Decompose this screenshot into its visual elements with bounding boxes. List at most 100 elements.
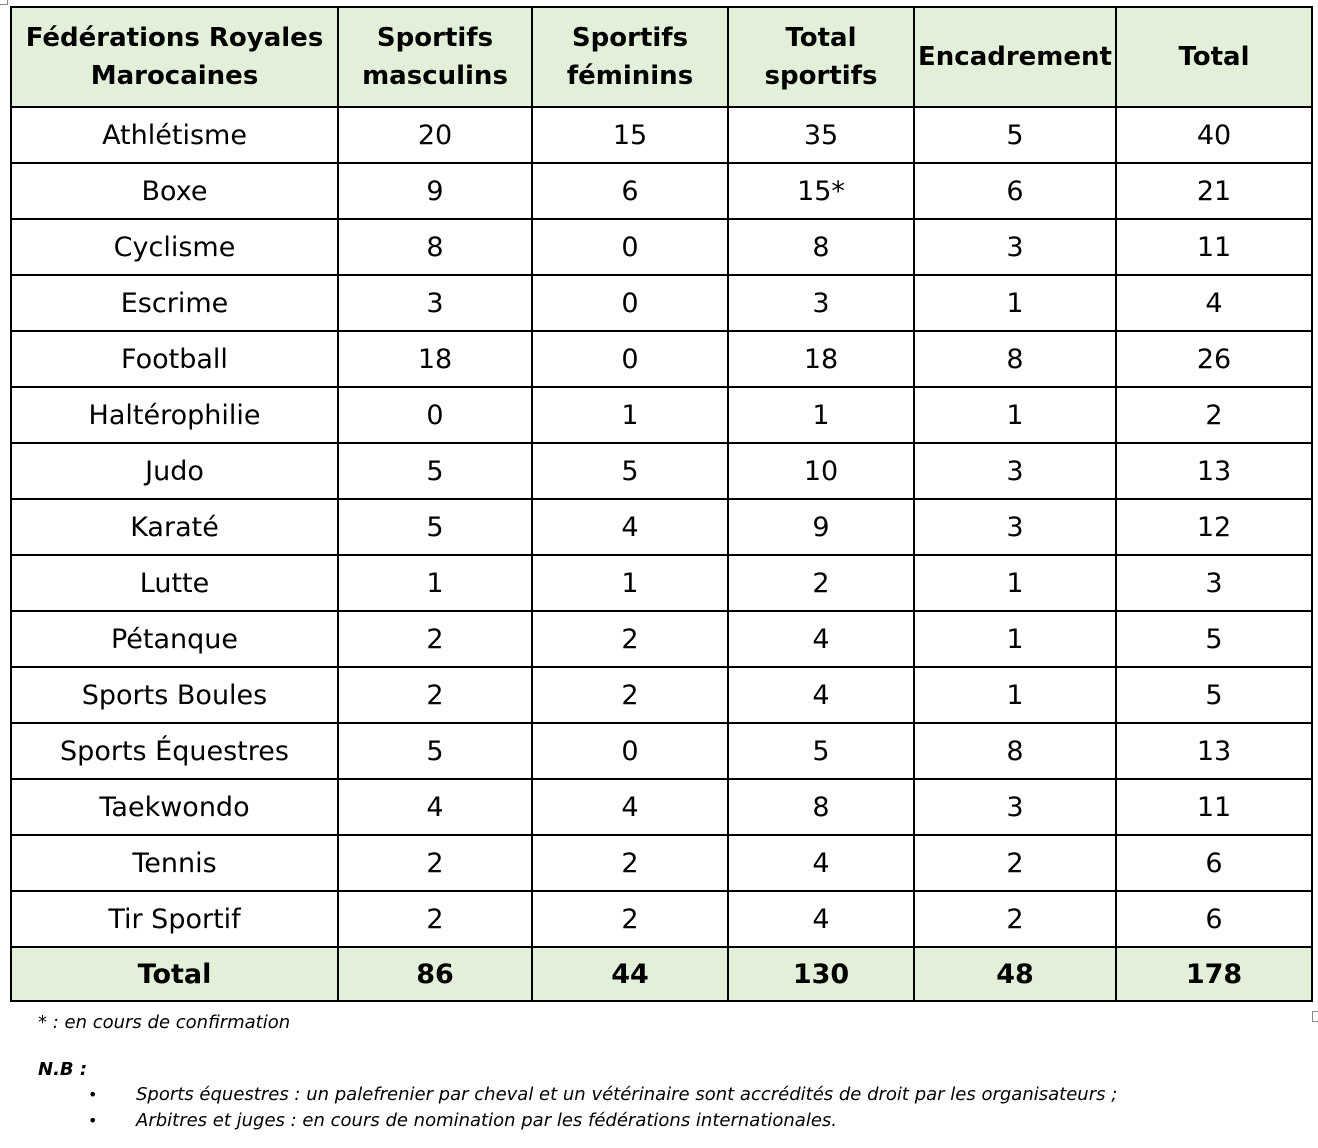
cell-total: 12 <box>1115 498 1313 556</box>
cell-federation: Tir Sportif <box>10 890 339 948</box>
cell-federation: Athlétisme <box>10 106 339 164</box>
cell-total: 5 <box>1115 610 1313 668</box>
table-row: Judo 5 5 10 3 13 <box>10 442 1313 500</box>
note-item-referees: Arbitres et juges : en cours de nominati… <box>136 1110 837 1131</box>
cell-staff: 5 <box>913 106 1117 164</box>
cell-total: 26 <box>1115 330 1313 388</box>
cell-staff: 6 <box>913 162 1117 220</box>
cell-total: 21 <box>1115 162 1313 220</box>
cell-total: 11 <box>1115 778 1313 836</box>
cell-total: 13 <box>1115 442 1313 500</box>
cell-total-athletes: 15* <box>727 162 915 220</box>
cell-staff: 3 <box>913 442 1117 500</box>
cell-federation: Taekwondo <box>10 778 339 836</box>
cell-female-athletes: 0 <box>531 218 729 276</box>
cell-total-athletes: 4 <box>727 834 915 892</box>
header-staff: Encadrement <box>913 6 1117 108</box>
table-row: Karaté 5 4 9 3 12 <box>10 498 1313 556</box>
cell-female-athletes: 1 <box>531 386 729 444</box>
nb-label: N.B : <box>38 1059 88 1080</box>
table-row: Boxe 9 6 15* 6 21 <box>10 162 1313 220</box>
cell-female-athletes: 15 <box>531 106 729 164</box>
cell-total: 5 <box>1115 666 1313 724</box>
bullet-icon: • <box>88 1085 98 1104</box>
cell-federation: Cyclisme <box>10 218 339 276</box>
grand-total: 178 <box>1115 946 1313 1002</box>
cell-total-athletes: 3 <box>727 274 915 332</box>
table-row: Sports Boules 2 2 4 1 5 <box>10 666 1313 724</box>
cell-federation: Sports Équestres <box>10 722 339 780</box>
cell-federation: Lutte <box>10 554 339 612</box>
table-row: Tir Sportif 2 2 4 2 6 <box>10 890 1313 948</box>
cell-female-athletes: 1 <box>531 554 729 612</box>
cell-federation: Haltérophilie <box>10 386 339 444</box>
cell-federation: Escrime <box>10 274 339 332</box>
cell-female-athletes: 2 <box>531 890 729 948</box>
cell-female-athletes: 5 <box>531 442 729 500</box>
cell-female-athletes: 0 <box>531 722 729 780</box>
cell-male-athletes: 2 <box>337 890 533 948</box>
table-row: Football 18 0 18 8 26 <box>10 330 1313 388</box>
bullet-icon: • <box>88 1111 98 1130</box>
table-row: Sports Équestres 5 0 5 8 13 <box>10 722 1313 780</box>
total-female-athletes: 44 <box>531 946 729 1002</box>
cell-total-athletes: 4 <box>727 610 915 668</box>
cell-male-athletes: 9 <box>337 162 533 220</box>
cell-male-athletes: 18 <box>337 330 533 388</box>
cell-female-athletes: 2 <box>531 834 729 892</box>
cell-total-athletes: 9 <box>727 498 915 556</box>
table-row: Taekwondo 4 4 8 3 11 <box>10 778 1313 836</box>
total-athletes: 130 <box>727 946 915 1002</box>
cell-federation: Sports Boules <box>10 666 339 724</box>
cell-total-athletes: 8 <box>727 218 915 276</box>
cell-total: 40 <box>1115 106 1313 164</box>
table-end-mark <box>1312 1011 1318 1022</box>
cell-total: 4 <box>1115 274 1313 332</box>
header-female-athletes: Sportifs féminins <box>531 6 729 108</box>
cell-total-athletes: 4 <box>727 890 915 948</box>
total-label: Total <box>10 946 339 1002</box>
cell-total: 11 <box>1115 218 1313 276</box>
cell-staff: 8 <box>913 722 1117 780</box>
cell-total-athletes: 4 <box>727 666 915 724</box>
cell-total-athletes: 10 <box>727 442 915 500</box>
cell-total-athletes: 18 <box>727 330 915 388</box>
cell-male-athletes: 2 <box>337 834 533 892</box>
table-row: Lutte 1 1 2 1 3 <box>10 554 1313 612</box>
cell-female-athletes: 2 <box>531 666 729 724</box>
cell-total: 3 <box>1115 554 1313 612</box>
header-row: Fédérations Royales Marocaines Sportifs … <box>10 6 1313 108</box>
cell-federation: Football <box>10 330 339 388</box>
header-male-athletes: Sportifs masculins <box>337 6 533 108</box>
note-item-equestrian: Sports équestres : un palefrenier par ch… <box>136 1084 1118 1105</box>
table-row: Haltérophilie 0 1 1 1 2 <box>10 386 1313 444</box>
cell-federation: Karaté <box>10 498 339 556</box>
corner-crop-mark <box>0 0 8 5</box>
cell-total-athletes: 8 <box>727 778 915 836</box>
cell-staff: 1 <box>913 610 1117 668</box>
cell-federation: Pétanque <box>10 610 339 668</box>
cell-staff: 3 <box>913 778 1117 836</box>
cell-total: 2 <box>1115 386 1313 444</box>
cell-male-athletes: 20 <box>337 106 533 164</box>
table-row: Tennis 2 2 4 2 6 <box>10 834 1313 892</box>
cell-male-athletes: 5 <box>337 722 533 780</box>
cell-staff: 1 <box>913 666 1117 724</box>
cell-male-athletes: 5 <box>337 442 533 500</box>
cell-male-athletes: 0 <box>337 386 533 444</box>
header-total-athletes: Total sportifs <box>727 6 915 108</box>
cell-female-athletes: 4 <box>531 498 729 556</box>
cell-male-athletes: 3 <box>337 274 533 332</box>
header-federation: Fédérations Royales Marocaines <box>10 6 339 108</box>
header-total: Total <box>1115 6 1313 108</box>
cell-male-athletes: 8 <box>337 218 533 276</box>
cell-total-athletes: 2 <box>727 554 915 612</box>
cell-staff: 1 <box>913 274 1117 332</box>
cell-total-athletes: 5 <box>727 722 915 780</box>
cell-staff: 3 <box>913 218 1117 276</box>
cell-federation: Judo <box>10 442 339 500</box>
cell-male-athletes: 2 <box>337 610 533 668</box>
cell-female-athletes: 4 <box>531 778 729 836</box>
table-row: Athlétisme 20 15 35 5 40 <box>10 106 1313 164</box>
total-male-athletes: 86 <box>337 946 533 1002</box>
